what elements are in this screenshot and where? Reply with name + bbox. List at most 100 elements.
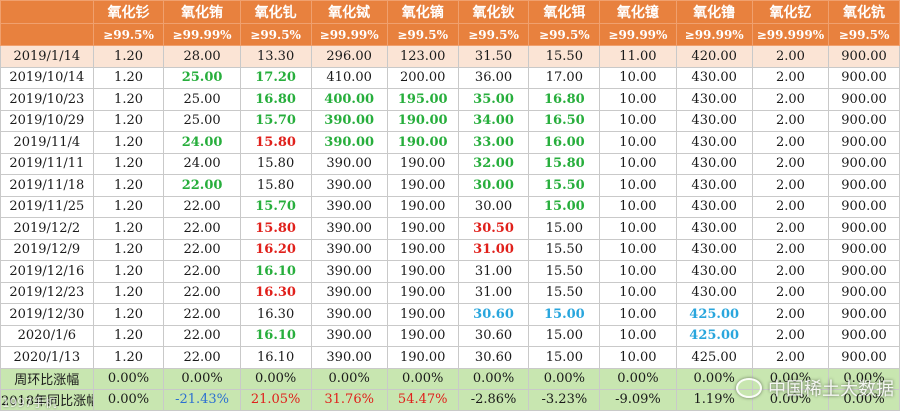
summary-cell: 0.00% — [751, 367, 830, 390]
price-cell: 22.00 — [163, 195, 241, 218]
price-cell: 390.00 — [310, 260, 388, 283]
price-cell: 2.00 — [751, 45, 830, 68]
price-cell: 296.00 — [310, 45, 388, 68]
price-cell: 390.00 — [310, 152, 388, 175]
column-purity: ≥99.5% — [457, 23, 530, 46]
price-cell: 17.00 — [528, 66, 601, 89]
price-cell: 900.00 — [828, 324, 900, 347]
table-row: 2019/11/25 1.20 22.00 15.70 390.00 190.00 30.0… — [0, 195, 900, 218]
summary-cell: -21.43% — [163, 388, 241, 411]
price-cell: 33.00 — [457, 131, 530, 154]
price-cell: 1.20 — [92, 195, 165, 218]
date-cell: 2020/1/6 — [0, 324, 94, 347]
price-cell: 1.20 — [92, 281, 165, 304]
price-cell: 16.00 — [528, 131, 601, 154]
price-cell: 31.00 — [457, 238, 530, 261]
column-purity: ≥99.5% — [386, 23, 459, 46]
price-cell: 10.00 — [599, 303, 677, 326]
price-cell: 15.80 — [239, 152, 312, 175]
summary-cell: 21.05% — [239, 388, 312, 411]
price-cell: 190.00 — [386, 324, 459, 347]
date-cell: 2019/12/9 — [0, 238, 94, 261]
price-cell: 16.20 — [239, 238, 312, 261]
column-purity: ≥99.5% — [828, 23, 900, 46]
price-cell: 390.00 — [310, 109, 388, 132]
price-cell: 425.00 — [675, 303, 753, 326]
price-cell: 430.00 — [675, 174, 753, 197]
date-cell: 2019/11/11 — [0, 152, 94, 175]
table-row: 2020/1/6 1.20 22.00 16.10 390.00 190.00 30.60 1… — [0, 324, 900, 347]
price-cell: 1.20 — [92, 88, 165, 111]
column-name: 氧化钇 — [751, 0, 830, 24]
price-cell: 900.00 — [828, 281, 900, 304]
price-cell: 15.80 — [239, 174, 312, 197]
date-cell: 2020/1/13 — [0, 346, 94, 369]
summary-cell: 0.00% — [310, 367, 388, 390]
price-cell: 900.00 — [828, 152, 900, 175]
price-cell: 390.00 — [310, 174, 388, 197]
price-cell: 1.20 — [92, 346, 165, 369]
price-cell: 28.00 — [163, 45, 241, 68]
price-cell: 2.00 — [751, 281, 830, 304]
price-cell: 17.20 — [239, 66, 312, 89]
price-cell: 1.20 — [92, 109, 165, 132]
summary-cell: 54.47% — [386, 388, 459, 411]
date-cell: 2019/1/14 — [0, 45, 94, 68]
price-cell: 390.00 — [310, 346, 388, 369]
price-cell: 430.00 — [675, 66, 753, 89]
price-cell: 15.00 — [528, 195, 601, 218]
price-cell: 10.00 — [599, 217, 677, 240]
price-cell: 430.00 — [675, 217, 753, 240]
price-cell: 390.00 — [310, 303, 388, 326]
price-cell: 10.00 — [599, 109, 677, 132]
price-cell: 10.00 — [599, 88, 677, 111]
price-cell: 2.00 — [751, 324, 830, 347]
price-cell: 31.00 — [457, 260, 530, 283]
price-cell: 900.00 — [828, 88, 900, 111]
price-cell: 16.30 — [239, 281, 312, 304]
price-cell: 2.00 — [751, 88, 830, 111]
date-cell: 2019/12/16 — [0, 260, 94, 283]
price-cell: 900.00 — [828, 217, 900, 240]
price-cell: 16.30 — [239, 303, 312, 326]
price-cell: 2.00 — [751, 152, 830, 175]
price-cell: 15.50 — [528, 281, 601, 304]
price-cell: 1.20 — [92, 131, 165, 154]
date-cell: 2019/10/29 — [0, 109, 94, 132]
table-row: 2019/12/23 1.20 22.00 16.30 390.00 190.00 31.0… — [0, 281, 900, 304]
price-cell: 31.00 — [457, 281, 530, 304]
date-cell: 2019/10/14 — [0, 66, 94, 89]
column-purity: ≥99.99% — [310, 23, 388, 46]
summary-cell: 0.00% — [163, 367, 241, 390]
column-name: 氧化镱 — [599, 0, 677, 24]
price-cell: 15.00 — [528, 324, 601, 347]
watermark-right: 中国稀土大数据 — [736, 375, 894, 401]
price-cell: 1.20 — [92, 174, 165, 197]
price-cell: 15.50 — [528, 174, 601, 197]
price-cell: 15.80 — [528, 152, 601, 175]
date-cell: 2019/12/30 — [0, 303, 94, 326]
table-header: 氧化钐 氧化铕 氧化钆 氧化铽 氧化镝 氧化钬 氧化铒 氧化镱 氧化镥 氧化钇 氧化钪 ≥99.5%… — [0, 0, 900, 46]
price-cell: 390.00 — [310, 324, 388, 347]
corner-cell — [0, 0, 94, 24]
price-cell: 1.20 — [92, 260, 165, 283]
watermark-left: 1997手机 — [2, 396, 57, 410]
column-name: 氧化钐 — [92, 0, 165, 24]
summary-row: 周环比涨幅 0.00% 0.00% 0.00% 0.00% 0.00% 0.00% 0.00%… — [0, 367, 900, 390]
price-cell: 34.00 — [457, 109, 530, 132]
price-cell: 11.00 — [599, 45, 677, 68]
price-cell: 10.00 — [599, 281, 677, 304]
watermark-label: 中国稀土大数据 — [768, 379, 894, 400]
price-cell: 16.10 — [239, 324, 312, 347]
price-cell: 1.20 — [92, 238, 165, 261]
price-cell: 15.70 — [239, 109, 312, 132]
price-cell: 900.00 — [828, 109, 900, 132]
price-cell: 24.00 — [163, 131, 241, 154]
price-cell: 32.00 — [457, 152, 530, 175]
price-cell: 30.60 — [457, 303, 530, 326]
summary-cell: 0.00% — [92, 388, 165, 411]
price-cell: 1.20 — [92, 303, 165, 326]
price-cell: 25.00 — [163, 88, 241, 111]
price-cell: 190.00 — [386, 303, 459, 326]
